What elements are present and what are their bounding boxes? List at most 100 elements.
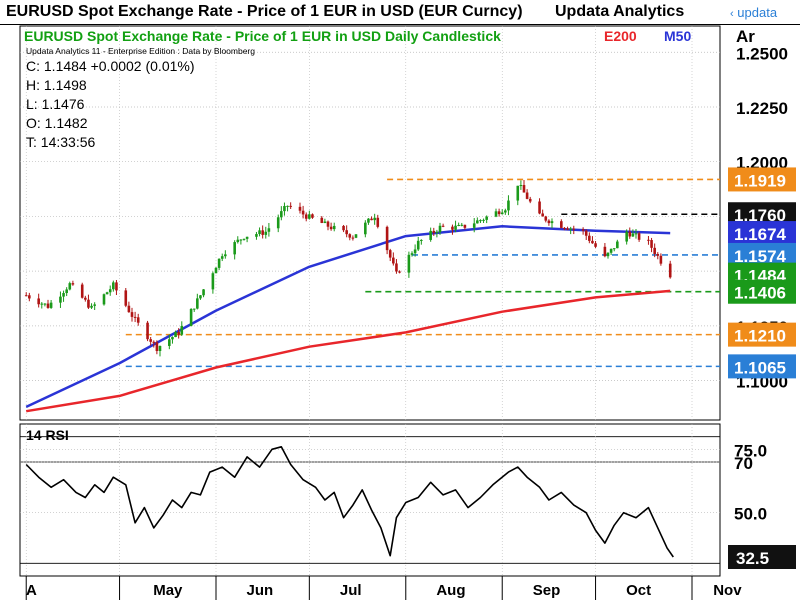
candle xyxy=(668,260,672,279)
candle xyxy=(507,195,510,216)
candle-body xyxy=(59,296,62,303)
candle xyxy=(149,337,152,346)
x-tick-label: Aug xyxy=(436,582,465,599)
level-label-box xyxy=(728,279,796,304)
candle xyxy=(155,340,159,355)
candle xyxy=(441,223,445,228)
candle xyxy=(395,259,398,274)
candle xyxy=(152,340,156,348)
candle xyxy=(373,213,376,225)
candle xyxy=(43,303,47,307)
candle xyxy=(364,220,367,238)
candle xyxy=(454,220,457,233)
candle xyxy=(62,290,65,302)
candle xyxy=(479,219,482,224)
candle-body xyxy=(155,342,159,352)
candle-body xyxy=(308,214,311,219)
candle xyxy=(242,238,246,241)
candle-body xyxy=(544,216,548,221)
candle-body xyxy=(214,267,218,274)
attribution: Updata Analytics 11 - Enterprise Edition… xyxy=(26,46,255,56)
candle-body xyxy=(572,228,576,230)
candle-body xyxy=(264,231,268,235)
candle xyxy=(500,209,504,215)
candle-body xyxy=(298,206,302,211)
candle-body xyxy=(351,237,355,239)
rsi-tick-label: 75.0 xyxy=(734,441,767,460)
candle-body xyxy=(560,221,563,228)
candle xyxy=(594,240,597,249)
candle-body xyxy=(311,214,314,218)
rsi-current-box xyxy=(728,545,796,569)
logo-text: updata xyxy=(737,5,778,20)
candle xyxy=(457,222,460,227)
candle xyxy=(102,293,106,306)
candle xyxy=(24,292,28,297)
candle xyxy=(283,202,286,216)
candle-body xyxy=(24,295,28,297)
candle-body xyxy=(239,239,243,241)
candle xyxy=(37,293,40,308)
candle xyxy=(435,229,439,238)
candle-body xyxy=(261,230,264,235)
candle-body xyxy=(71,283,75,285)
candle-body xyxy=(112,282,115,290)
candle-body xyxy=(547,220,551,224)
candle-body xyxy=(500,212,504,215)
level-label-box xyxy=(728,167,796,192)
candle-body xyxy=(93,304,96,306)
vendor-name: Updata Analytics xyxy=(555,3,685,20)
candle-body xyxy=(236,239,240,243)
candle xyxy=(308,210,311,220)
candle xyxy=(342,224,345,233)
candle-body xyxy=(482,219,485,221)
rsi-line xyxy=(25,445,674,558)
candle-body xyxy=(224,254,227,257)
candle-body xyxy=(43,303,47,305)
quote-low: L: 1.1476 xyxy=(26,96,85,112)
candle-body xyxy=(133,316,137,318)
candle xyxy=(438,222,442,235)
candle-body xyxy=(152,341,156,343)
candle-body xyxy=(476,220,479,224)
candle-body xyxy=(149,339,152,342)
candle-body xyxy=(65,289,68,294)
candle-body xyxy=(102,294,106,305)
candle-body xyxy=(616,241,619,249)
rsi-panel-frame xyxy=(19,423,721,577)
candle xyxy=(298,202,302,214)
candle xyxy=(609,248,613,255)
candle xyxy=(550,218,554,229)
level-label-text: 1.1406 xyxy=(734,284,786,303)
candle-body xyxy=(242,238,246,240)
candle xyxy=(329,222,333,231)
candle xyxy=(136,313,140,326)
candle xyxy=(28,292,31,302)
rsi-current-label: 32.5 xyxy=(736,549,769,568)
candle-body xyxy=(332,225,336,230)
candle xyxy=(214,267,218,274)
candle xyxy=(591,236,594,244)
candle xyxy=(224,250,227,259)
candle xyxy=(180,321,184,336)
candle-body xyxy=(62,293,65,297)
candle xyxy=(528,196,532,204)
candle xyxy=(420,239,423,245)
window-title: EURUSD Spot Exchange Rate - Price of 1 E… xyxy=(6,3,523,20)
chart-title: EURUSD Spot Exchange Rate - Price of 1 E… xyxy=(24,28,501,44)
candle xyxy=(385,225,389,255)
candle-body xyxy=(541,213,544,217)
candle xyxy=(220,253,224,262)
candle-body xyxy=(538,201,541,214)
level-label-text: 1.1919 xyxy=(734,171,786,190)
candle xyxy=(566,226,569,231)
lambda-chevron-icon: ‹ xyxy=(730,8,734,20)
candle xyxy=(547,219,551,226)
candle xyxy=(504,208,507,215)
candle xyxy=(476,217,479,224)
candle xyxy=(584,229,588,241)
candle xyxy=(68,281,72,291)
x-tick-label: Sep xyxy=(533,582,561,599)
level-label-text: 1.1210 xyxy=(734,327,786,346)
